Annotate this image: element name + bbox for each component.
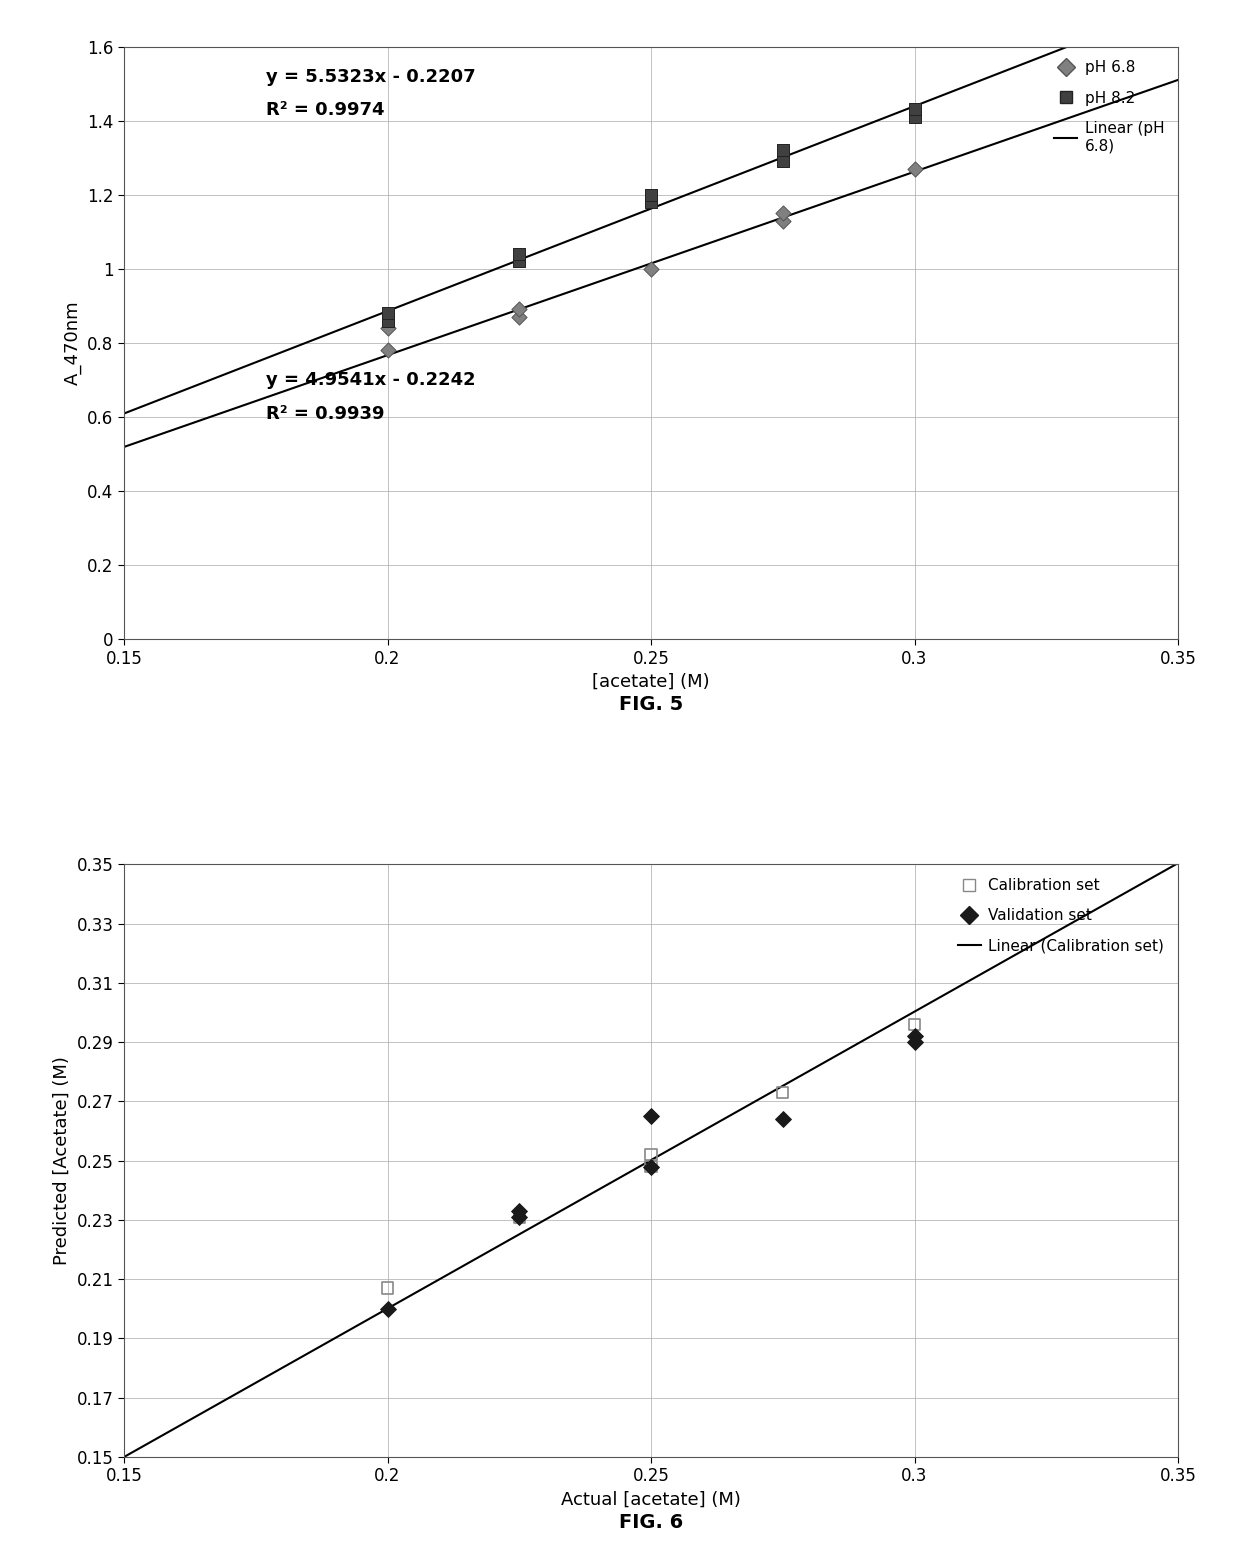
Point [773, 1107, 792, 1132]
Point [905, 98, 925, 122]
Text: y = 5.5323x - 0.2207: y = 5.5323x - 0.2207 [267, 68, 476, 85]
Point [377, 308, 397, 333]
Text: FIG. 5: FIG. 5 [619, 696, 683, 715]
Point [641, 256, 661, 281]
Point [641, 1155, 661, 1180]
Point [905, 1012, 925, 1037]
X-axis label: Actual [acetate] (M): Actual [acetate] (M) [560, 1491, 742, 1510]
Text: R² = 0.9939: R² = 0.9939 [267, 405, 384, 423]
X-axis label: [acetate] (M): [acetate] (M) [593, 673, 709, 691]
Point [377, 1296, 397, 1321]
Point [641, 183, 661, 208]
Point [905, 104, 925, 129]
Legend: Calibration set, Validation set, Linear (Calibration set): Calibration set, Validation set, Linear … [952, 873, 1171, 959]
Point [510, 1198, 529, 1223]
Point [641, 1155, 661, 1180]
Point [377, 1276, 397, 1300]
Text: FIG. 6: FIG. 6 [619, 1513, 683, 1531]
Point [905, 1029, 925, 1054]
Point [510, 1204, 529, 1229]
Point [773, 149, 792, 174]
Y-axis label: Predicted [Acetate] (M): Predicted [Acetate] (M) [53, 1056, 71, 1265]
Point [377, 301, 397, 325]
Y-axis label: A_470nm: A_470nm [63, 301, 82, 384]
Point [377, 316, 397, 341]
Point [510, 242, 529, 267]
Point [641, 1142, 661, 1167]
Legend: pH 6.8, pH 8.2, Linear (pH
6.8): pH 6.8, pH 8.2, Linear (pH 6.8) [1048, 54, 1171, 160]
Point [641, 1104, 661, 1128]
Point [905, 1025, 925, 1049]
Point [905, 157, 925, 181]
Point [773, 208, 792, 232]
Point [510, 298, 529, 322]
Point [510, 1204, 529, 1229]
Point [377, 338, 397, 363]
Point [773, 1080, 792, 1105]
Text: R² = 0.9974: R² = 0.9974 [267, 101, 384, 119]
Point [773, 138, 792, 163]
Point [641, 189, 661, 214]
Point [773, 202, 792, 226]
Point [510, 250, 529, 274]
Point [510, 304, 529, 329]
Text: y = 4.9541x - 0.2242: y = 4.9541x - 0.2242 [267, 372, 476, 389]
